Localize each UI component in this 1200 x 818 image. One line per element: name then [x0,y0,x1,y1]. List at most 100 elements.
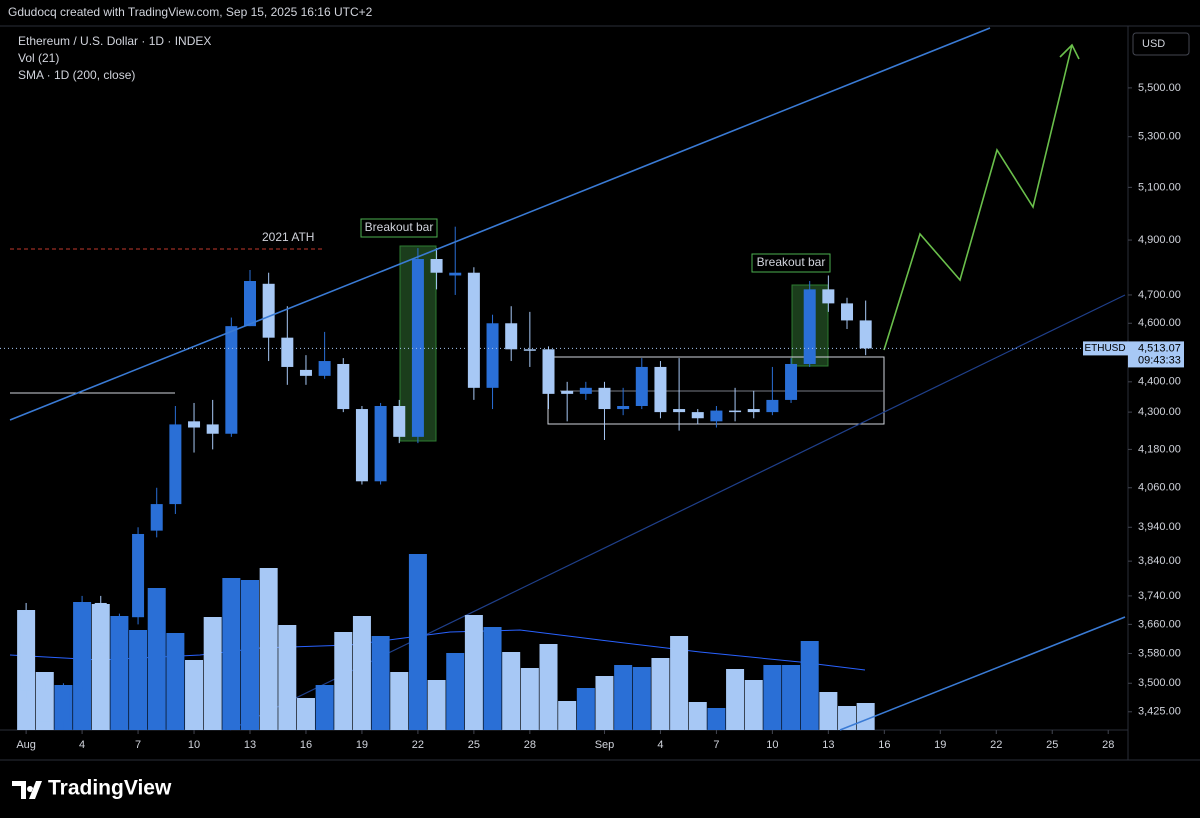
candle-body [393,405,406,437]
volume-bar [166,633,185,730]
x-tick-label: 4 [657,739,663,751]
annotation: Breakout bar [365,220,434,234]
symbol-tag-label: ETHUSD [1084,343,1125,354]
candle-body [859,320,872,349]
volume-bar [278,625,297,730]
projection-path [883,44,1073,351]
candle-body [262,283,275,338]
x-tick-label: Aug [16,739,36,751]
x-tick-label: 19 [356,739,368,751]
y-tick-label: 5,100.00 [1138,181,1181,193]
volume-bar [520,668,539,730]
y-tick-label: 4,300.00 [1138,406,1181,418]
annotation-box [360,218,438,238]
candle-body [691,412,704,419]
projection-arrowhead [1059,43,1080,60]
indicator-label: Vol (21) [18,51,59,65]
y-tick-label: 5,500.00 [1138,82,1181,94]
candle-body [598,387,611,410]
channel-line [839,616,1126,731]
candle-body [57,687,70,722]
volume-bar [707,708,726,730]
volume-bar [203,617,222,730]
candle-body [785,363,798,400]
currency-button[interactable] [1132,32,1190,56]
symbol-title: Ethereum / U.S. Dollar · 1D · INDEX [18,34,211,48]
volume-bar [371,636,390,730]
volume-bar [595,676,614,730]
candle-body [169,424,182,505]
volume-bar [390,672,409,730]
candle-body [411,259,424,437]
x-tick-label: 7 [135,739,141,751]
candle-body [38,690,51,722]
y-tick-label: 4,060.00 [1138,482,1181,494]
volume-bar [315,685,334,730]
x-tick-label: 4 [79,739,85,751]
volume-bar [464,615,483,730]
y-tick-label: 4,900.00 [1138,234,1181,246]
volume-bar [782,665,801,730]
y-tick-label: 4,600.00 [1138,317,1181,329]
volume-bar [483,627,502,730]
x-tick-label: 28 [524,739,536,751]
volume-bar [726,669,745,730]
x-tick-label: 16 [300,739,312,751]
volume-bar [838,706,857,730]
attribution: Gdudocq created with TradingView.com, Se… [8,5,373,19]
x-tick-label: 19 [934,739,946,751]
candle-body [113,617,126,643]
y-tick-label: 4,180.00 [1138,443,1181,455]
candle-body [486,323,499,388]
volume-bar [408,554,427,730]
volume-bar [744,680,763,730]
candle-body [244,281,256,327]
volume-bar [614,665,633,730]
annotation-box [751,253,831,273]
volume-bar [576,688,595,730]
currency-label: USD [1142,38,1165,50]
candle-body [449,272,462,276]
brand-icon [12,781,42,799]
candle-body [635,366,648,406]
candle-body [150,504,163,531]
volume-bar [688,702,707,730]
volume-bar [147,588,166,730]
y-tick-label: 3,500.00 [1138,677,1181,689]
candle-body [617,405,630,410]
y-tick-label: 5,300.00 [1138,131,1181,143]
volume-bar [185,660,204,730]
candle-body [94,602,107,643]
candle-body [299,369,312,376]
candle-body [132,533,145,618]
y-tick-label: 3,660.00 [1138,618,1181,630]
volume-bar [334,632,353,730]
volume-bar [222,578,241,730]
volume-bar [502,652,521,730]
candle-body [374,405,387,482]
candle-body [673,409,686,413]
volume-bar [129,630,148,730]
y-tick-label: 4,400.00 [1138,376,1181,388]
x-tick-label: 13 [244,739,256,751]
x-tick-label: 28 [1102,739,1114,751]
x-tick-label: 22 [990,739,1002,751]
indicator-label: SMA · 1D (200, close) [18,68,135,82]
candle-body [281,337,294,367]
candle-body [729,410,742,413]
candle-body [505,323,518,350]
volume-bar [539,644,558,730]
volume-bar [352,616,371,730]
price-tag [1128,341,1184,368]
candle-body [318,361,331,376]
candle-body [710,410,723,422]
volume-bar [110,616,129,730]
x-tick-label: 13 [822,739,834,751]
x-tick-label: 25 [468,739,480,751]
x-tick-label: 10 [766,739,778,751]
brand-name: TradingView [48,777,172,800]
candle-body [20,610,33,691]
volume-bar [632,667,651,730]
x-tick-label: 7 [713,739,719,751]
